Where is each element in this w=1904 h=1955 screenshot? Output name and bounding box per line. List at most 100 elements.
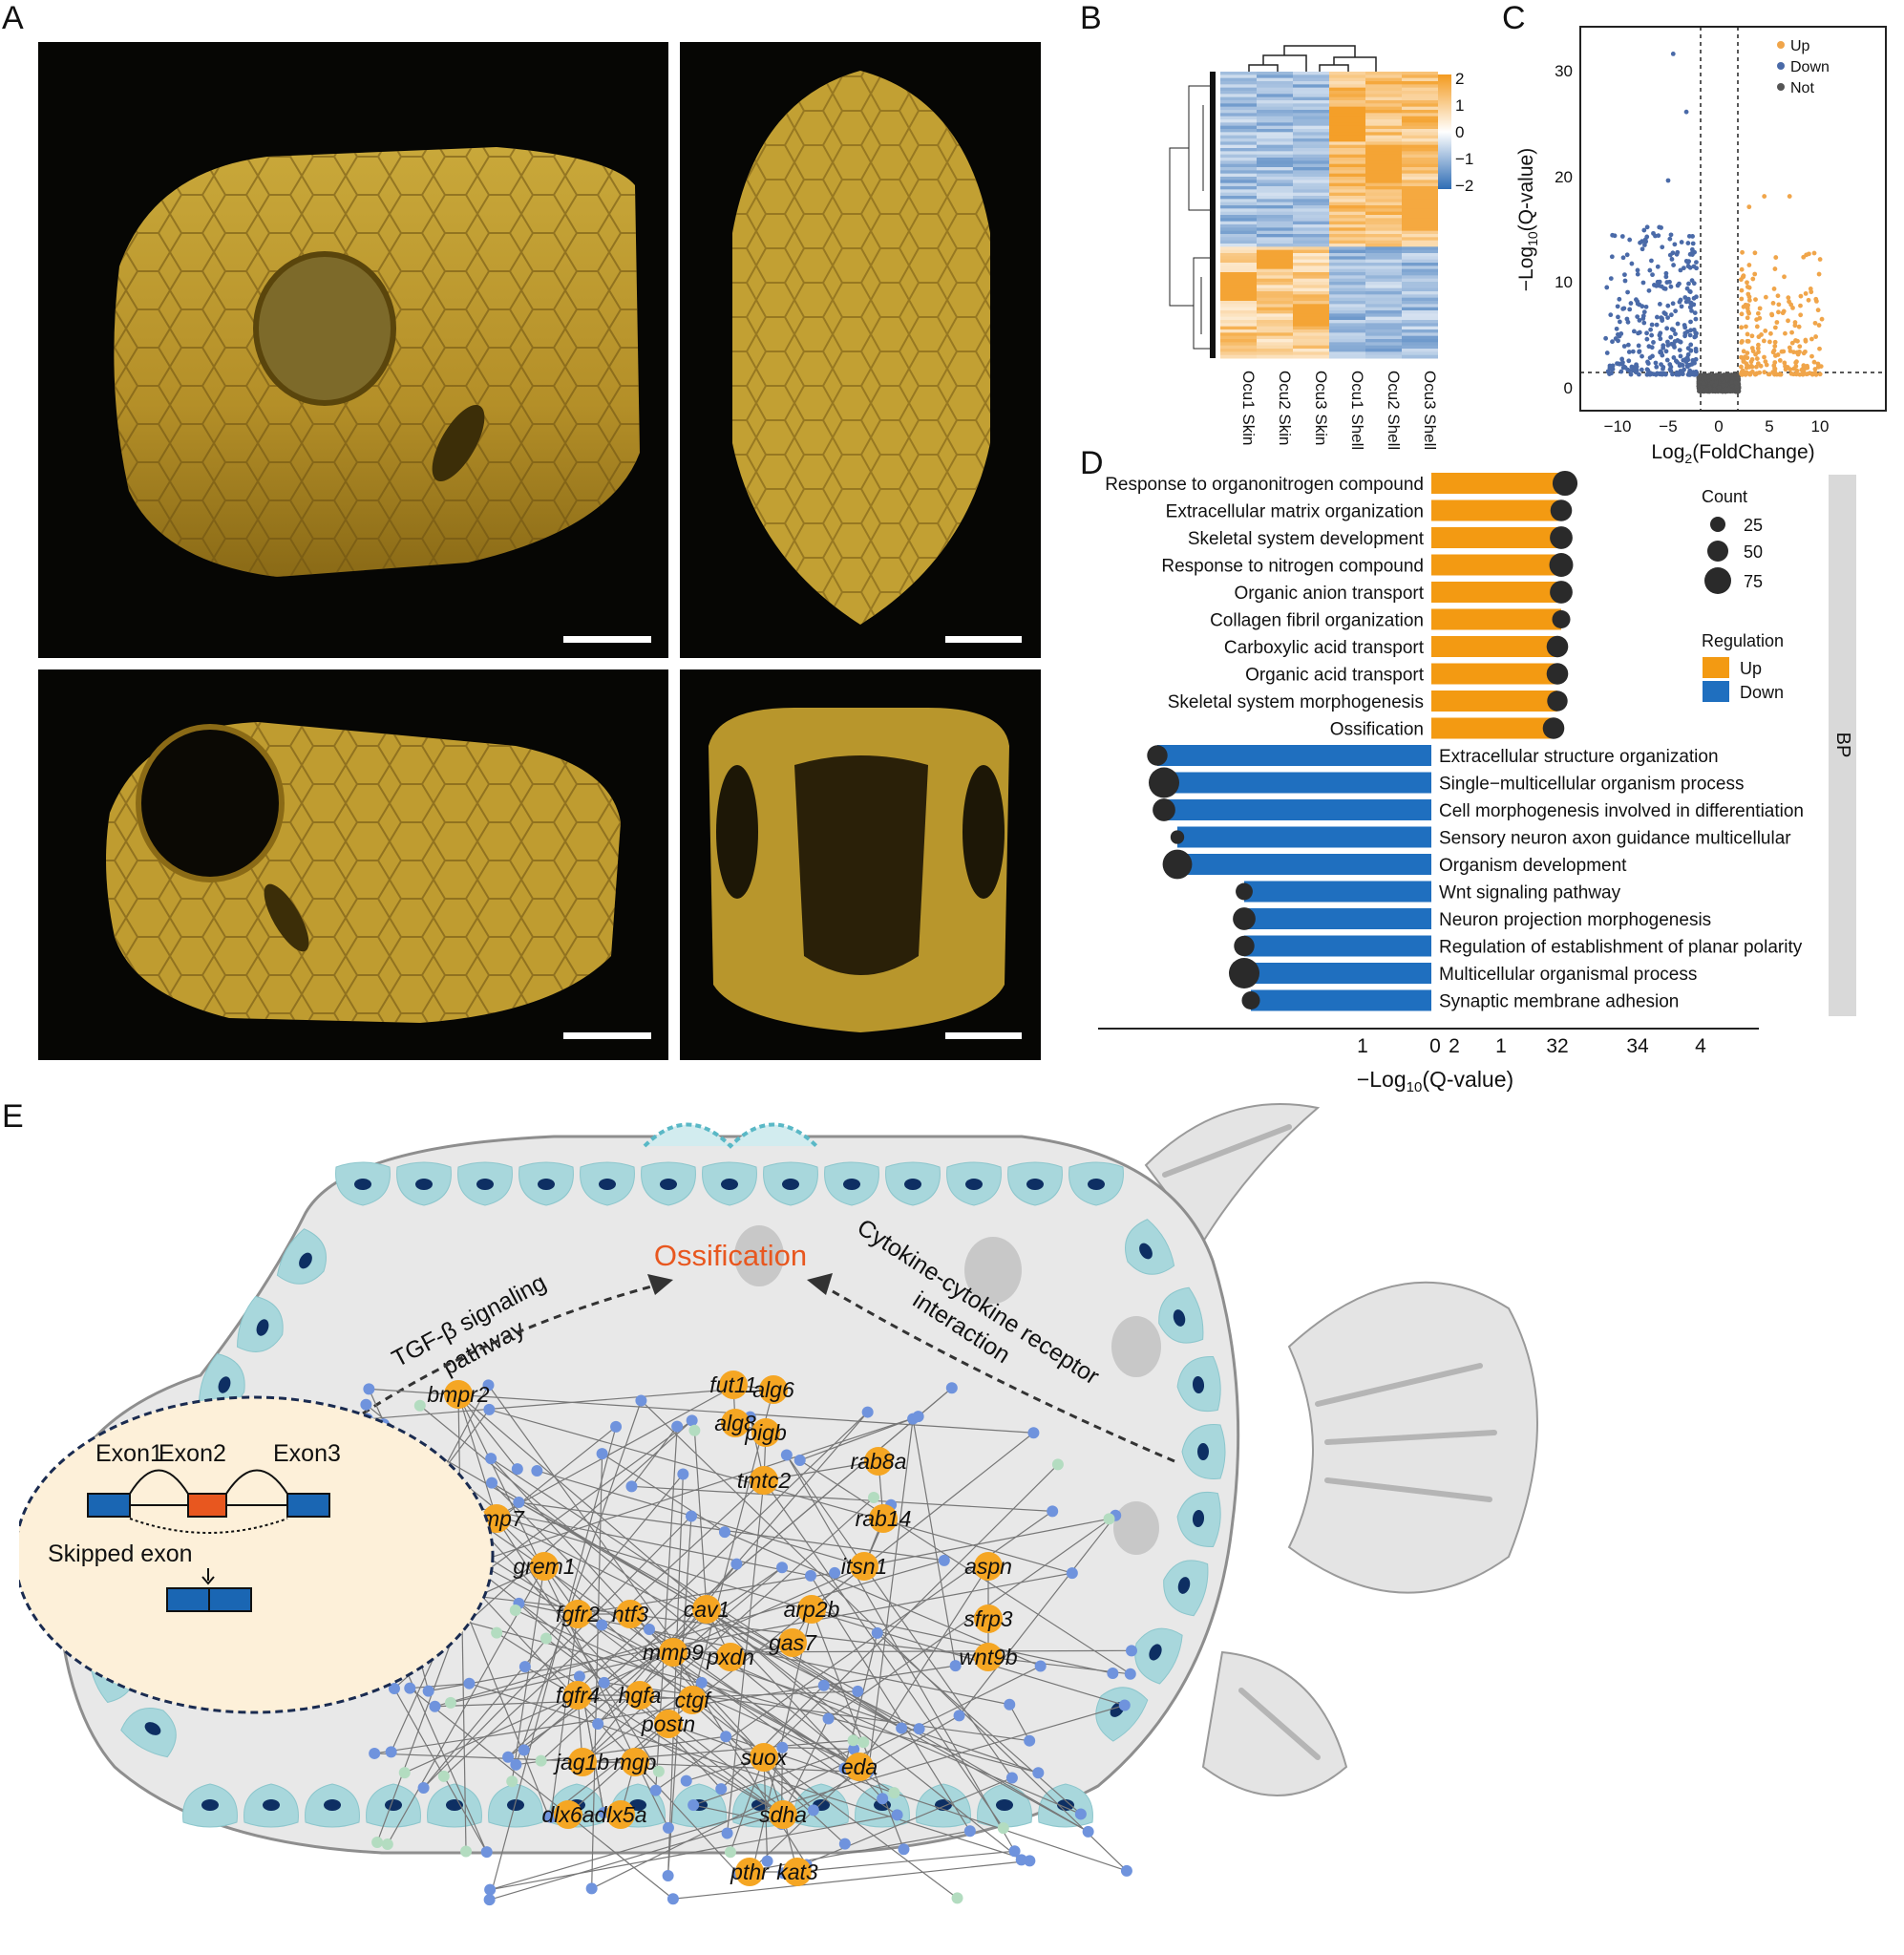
volcano-point [1819,316,1825,322]
heatmap-cell [1402,246,1438,251]
heatmap-cell [1402,291,1438,295]
network-node [360,1398,372,1411]
network-node [938,1554,950,1566]
epidermal-cell [366,1783,421,1828]
volcano-point [1685,241,1691,245]
heatmap-cell [1293,342,1329,347]
go-count-dot [1153,798,1175,821]
volcano-point [1668,334,1674,340]
heatmap-cell [1257,81,1293,85]
volcano-point [1661,343,1666,349]
heatmap-cell [1220,285,1257,289]
ct-dorsal-view [680,42,1041,658]
network-node [1051,1458,1064,1471]
heatmap-cell [1293,186,1329,190]
heatmap-cell [1329,170,1365,175]
arrow-heads [647,1273,833,1295]
volcano-point [1651,340,1656,345]
go-bar-up [1431,554,1561,576]
network-edge [706,1608,1023,1860]
ct-frontal-view [680,669,1041,1060]
axis-tick: 34 [1626,1035,1649,1057]
heatmap-cell [1220,342,1257,347]
network-node [871,1626,883,1639]
epidermal-cell [580,1161,635,1206]
network-node [598,1676,610,1689]
heatmap-cell [1220,163,1257,168]
heatmap-cell [1293,192,1329,197]
heatmap-cell [1365,320,1402,324]
network-node [1066,1567,1078,1580]
network-node [793,1455,806,1467]
network-node [649,1784,662,1796]
epidermal-cell [488,1783,543,1828]
heatmap-cell [1402,173,1438,178]
heatmap-cell [1402,189,1438,194]
axis-tick: 4 [1695,1035,1706,1057]
heatmap-cell [1329,310,1365,314]
volcano-point [1654,364,1660,370]
go-bar-up [1431,663,1557,685]
heatmap-cell [1402,345,1438,350]
heatmap-cell [1220,326,1257,330]
panel-label-b: B [1080,0,1102,36]
count-legend-title: Count [1702,487,1747,506]
go-count-dot [1236,882,1253,901]
epidermal-cell [824,1161,879,1206]
heatmap-cell [1329,304,1365,308]
heatmap-cell [1220,230,1257,235]
heatmap-cell [1402,351,1438,356]
go-term-label: Synaptic membrane adhesion [1439,992,1679,1012]
heatmap-cell [1365,310,1402,314]
legend-label-up: Up [1790,38,1810,54]
heatmap-cell [1329,342,1365,347]
volcano-point [1752,250,1758,256]
heatmap-cell [1293,339,1329,343]
heatmap-cell [1257,132,1293,137]
heatmap-cell [1257,167,1293,171]
heatmap-cell [1402,244,1438,247]
heatmap-cell [1329,272,1365,276]
network-node [898,1843,910,1856]
heatmap-cell [1329,84,1365,89]
volcano-plot: −10 −5 0 5 10 0 10 20 30 Log2(FoldChange… [1515,26,1887,463]
volcano-point [1609,254,1615,260]
network-node [1126,1645,1138,1657]
gene-node [659,1638,688,1667]
volcano-point [1637,349,1642,354]
network-edge [428,1572,1072,1692]
network-node [1118,1699,1131,1711]
volcano-point [1752,271,1758,277]
network-node [385,1746,397,1758]
heatmap-cell [1257,240,1293,244]
volcano-point [1816,271,1822,277]
volcano-point [1660,316,1664,321]
heatmap-cell [1365,141,1402,146]
network-node [518,1744,530,1756]
scale-tick: 2 [1455,70,1464,88]
volcano-point [1674,251,1680,257]
volcano-point [1768,330,1773,336]
heatmap-cell [1402,316,1438,321]
heatmap-cell [1257,141,1293,146]
x-tick: 5 [1765,417,1773,436]
volcano-point [1798,293,1804,299]
network-node [949,1660,962,1672]
heatmap-cell [1402,81,1438,85]
network-node [363,1383,375,1395]
row-dendrogram [1169,85,1213,350]
volcano-point [1664,326,1670,331]
network-edge [1008,1704,1030,1741]
heatmap-cell [1402,268,1438,273]
volcano-point [1729,379,1735,385]
network-node [857,1736,870,1749]
volcano-point [1677,348,1682,352]
heatmap-cell [1402,329,1438,333]
heatmap-cell [1220,148,1257,152]
heatmap-cell [1329,158,1365,161]
heatmap-cell [1329,87,1365,92]
go-enrichment-chart: Response to organonitrogen compound Extra… [1098,470,1856,1095]
volcano-point [1776,309,1781,315]
network-node [644,1624,656,1636]
heatmap-cell [1293,81,1329,85]
